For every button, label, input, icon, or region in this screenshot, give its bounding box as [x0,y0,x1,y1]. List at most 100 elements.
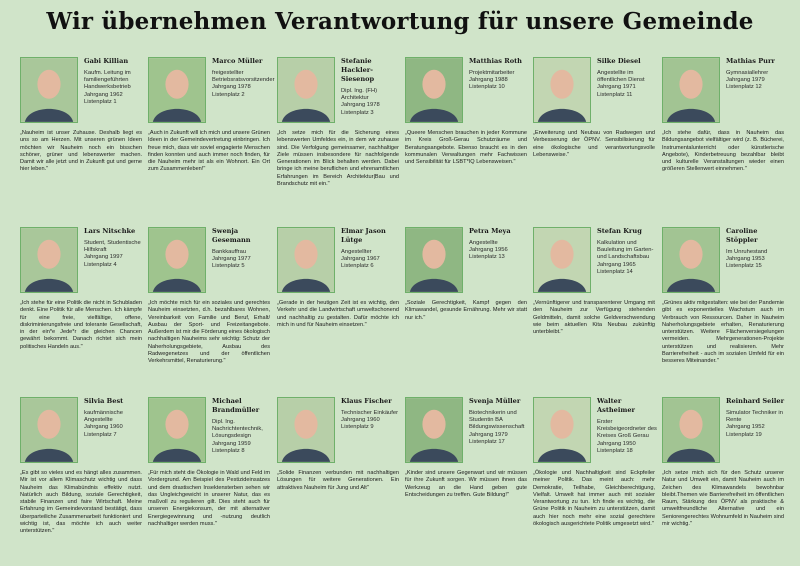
portrait-icon [406,58,462,122]
candidate-quote: „Nauheim ist unser Zuhause. Deshalb lieg… [20,130,142,173]
candidate-quote: „Vernünftigerer und transparenterer Umga… [533,300,655,336]
portrait-icon [406,228,462,292]
candidate-name: Petra Meya [469,227,511,235]
candidate-list-position: Listenplatz 12 [726,84,762,91]
candidate-photo [277,227,335,293]
portrait-icon [278,228,334,292]
candidate-occupation: Dipl. Ing. Nachrichtentechnik, Lösungsde… [212,419,263,440]
candidate-birth-year: Jahrgang 1960 [84,424,123,431]
candidate-list-position: Listenplatz 2 [212,91,245,98]
portrait-icon [149,58,205,122]
candidate-birth-year: Jahrgang 1965 [597,261,636,268]
candidate-photo [148,57,206,123]
candidate-name: Swenja Gesemann [212,227,251,244]
candidate-photo [148,227,206,293]
candidate-photo [662,397,720,463]
candidate-list-position: Listenplatz 10 [469,84,505,91]
page-title: Wir übernehmen Verantwortung für unsere … [46,8,754,35]
candidate-occupation: freigestellter Betriebsratsvorsitzender [212,70,275,84]
candidate-occupation: Student, Studentische Hilfskraft [84,240,141,254]
candidate-list-position: Listenplatz 4 [84,261,117,268]
candidate-list-position: Listenplatz 5 [212,263,245,270]
candidate-birth-year: Jahrgang 1971 [597,84,636,91]
candidate-quote: „Soziale Gerechtigkeit, Kampf gegen den … [405,300,527,321]
candidate-quote: „Für mich steht die Ökologie in Wald und… [148,470,270,528]
candidate-birth-year: Jahrgang 1988 [469,77,508,84]
portrait-icon [534,398,590,462]
candidate-list-position: Listenplatz 7 [84,431,117,438]
candidate-birth-year: Jahrgang 1978 [212,84,251,91]
candidate-quote: „Queere Menschen brauchen in jeder Kommu… [405,130,527,166]
candidate-photo [277,397,335,463]
candidate-list-position: Listenplatz 13 [469,254,505,261]
portrait-icon [21,228,77,292]
portrait-icon [21,58,77,122]
candidate-occupation: Angestellte im öffentlichen Dienst [597,70,645,84]
candidate-occupation: Erster Kreisbeigeordneter des Kreises Gr… [597,419,657,440]
candidate-photo [533,57,591,123]
candidate-birth-year: Jahrgang 1950 [597,440,636,447]
portrait-icon [663,398,719,462]
candidate-list-position: Listenplatz 1 [84,98,117,105]
candidate-quote: „Erweiterung und Neubau von Radwegen und… [533,130,655,158]
candidate-occupation: Technischer Einkäufer [341,410,399,416]
candidate-name: Walter Astheimer [597,397,636,414]
candidate-quote: „Ich stehe dafür, dass in Nauheim das Bi… [662,130,784,173]
candidate-name: Matthias Roth [469,57,522,65]
candidate-occupation: Angestellte [469,240,498,246]
candidate-name: Svenja Müller [469,397,521,405]
candidate-name: Elmar Jason Lütge [341,227,386,244]
candidate-list-position: Listenplatz 19 [726,431,762,438]
candidate-name: Marco Müller [212,57,263,65]
candidate-birth-year: Jahrgang 1979 [726,77,765,84]
portrait-icon [406,398,462,462]
candidate-quote: „Auch in Zukunft will ich mich und unser… [148,130,270,173]
candidate-name: Lars Nitschke [84,227,136,235]
candidate-photo [405,57,463,123]
candidate-name: Silvia Best [84,397,124,405]
candidate-name: Caroline Stöppler [726,227,758,244]
candidate-name: Michael Brandmüller [212,397,260,414]
candidate-birth-year: Jahrgang 1952 [726,424,765,431]
candidate-birth-year: Jahrgang 1979 [469,431,508,438]
candidate-occupation: Im Unruhestand [726,249,768,255]
candidate-list-position: Listenplatz 17 [469,438,505,445]
portrait-icon [534,228,590,292]
portrait-icon [278,398,334,462]
portrait-icon [149,398,205,462]
candidate-quote: „Kinder sind unsere Gegenwart und wir mü… [405,470,527,498]
candidate-birth-year: Jahrgang 1967 [341,256,380,263]
candidate-quote: „Ich setze mich für die Sicherung eines … [277,130,399,188]
candidate-occupation: Simulator Techniker in Rente [726,410,783,424]
candidate-photo [662,227,720,293]
candidate-occupation: Projektmitarbeiter [469,70,515,76]
candidate-quote: „Ich setze mich sich für den Schutz unse… [662,470,784,528]
candidate-photo [20,227,78,293]
portrait-icon [278,58,334,122]
candidate-occupation: Angestellter [341,249,372,255]
candidate-photo [533,227,591,293]
candidate-occupation: Kaufm. Leitung im familiengeführten Hand… [84,70,131,91]
candidate-photo [20,57,78,123]
candidate-occupation: Biotechnikerin und Studentin BA Bildungs… [469,410,525,431]
portrait-icon [534,58,590,122]
candidate-photo [405,397,463,463]
portrait-icon [21,398,77,462]
candidate-birth-year: Jahrgang 1977 [212,256,251,263]
candidate-birth-year: Jahrgang 1978 [341,102,380,109]
candidate-photo [405,227,463,293]
candidate-photo [662,57,720,123]
candidate-quote: „Gerade in der heutigen Zeit ist es wich… [277,300,399,328]
candidate-name: Reinhard Seiler [726,397,785,405]
candidate-list-position: Listenplatz 18 [597,447,633,454]
candidate-list-position: Listenplatz 8 [212,447,245,454]
candidate-photo [277,57,335,123]
candidate-quote: „Ich möchte mich für ein soziales und ge… [148,300,270,365]
candidate-list-position: Listenplatz 14 [597,268,633,275]
candidate-photo [20,397,78,463]
candidate-list-position: Listenplatz 3 [341,109,374,116]
candidate-name: Klaus Fischer [341,397,392,405]
candidate-name: Stefan Krug [597,227,642,235]
portrait-icon [149,228,205,292]
candidate-name: Silke Diesel [597,57,641,65]
